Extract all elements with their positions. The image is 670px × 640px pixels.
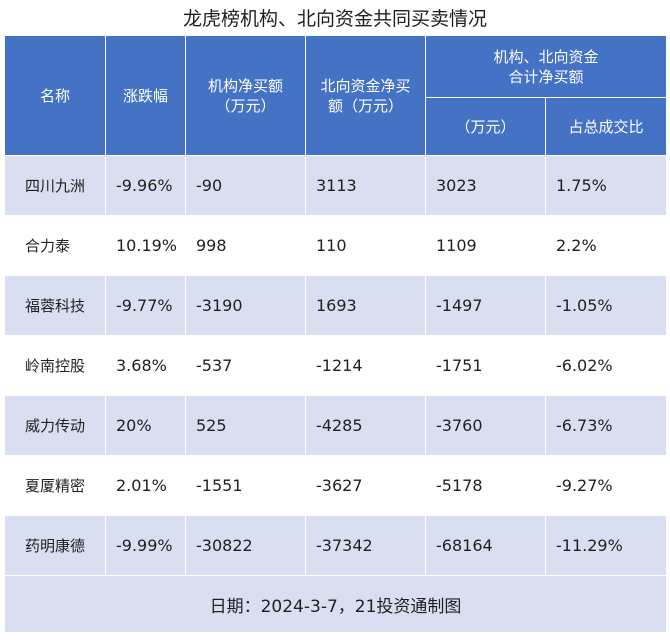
footer-note: 日期：2024-3-7，21投资通制图 xyxy=(3,575,668,633)
cell-name: 夏厦精密 xyxy=(4,455,106,516)
cell-combined: 1109 xyxy=(425,215,546,276)
cell-ratio: -6.73% xyxy=(544,395,668,456)
cell-ratio: -1.05% xyxy=(544,275,668,336)
header-northbound-line2: 额（万元） xyxy=(327,96,403,115)
cell-northbound: 3113 xyxy=(305,155,426,216)
cell-change: 3.68% xyxy=(105,335,186,396)
header-northbound-line1: 北向资金净买 xyxy=(320,76,411,95)
table-row: 岭南控股 3.68% -537 -1214 -1751 -6.02% xyxy=(4,335,668,396)
cell-name: 威力传动 xyxy=(4,395,106,456)
table-row: 夏厦精密 2.01% -1551 -3627 -5178 -9.27% xyxy=(4,455,668,516)
table-row: 威力传动 20% 525 -4285 -3760 -6.73% xyxy=(4,395,668,456)
cell-name: 合力泰 xyxy=(4,215,106,276)
cell-northbound: -4285 xyxy=(305,395,426,456)
cell-institution: -30822 xyxy=(185,515,306,576)
cell-northbound: -1214 xyxy=(305,335,426,396)
cell-institution: -90 xyxy=(185,155,306,216)
cell-ratio: -9.27% xyxy=(544,455,668,516)
cell-change: 10.19% xyxy=(105,215,186,276)
table-row: 合力泰 10.19% 998 110 1109 2.2% xyxy=(4,215,668,276)
cell-ratio: 2.2% xyxy=(544,215,668,276)
cell-combined: -1497 xyxy=(425,275,546,336)
cell-ratio: -11.29% xyxy=(544,515,668,576)
header-northbound: 北向资金净买 额（万元） xyxy=(305,35,426,156)
cell-name: 福蓉科技 xyxy=(4,275,106,336)
cell-institution: -3190 xyxy=(185,275,306,336)
header-combined-unit: （万元） xyxy=(425,97,546,156)
cell-combined: 3023 xyxy=(425,155,546,216)
cell-ratio: -6.02% xyxy=(544,335,668,396)
cell-institution: 998 xyxy=(185,215,306,276)
cell-name: 岭南控股 xyxy=(4,335,106,396)
table-row: 福蓉科技 -9.77% -3190 1693 -1497 -1.05% xyxy=(4,275,668,336)
cell-combined: -5178 xyxy=(425,455,546,516)
cell-northbound: 1693 xyxy=(305,275,426,336)
cell-institution: -537 xyxy=(185,335,306,396)
cell-northbound: -37342 xyxy=(305,515,426,576)
cell-combined: -3760 xyxy=(425,395,546,456)
cell-combined: -68164 xyxy=(425,515,546,576)
cell-change: 20% xyxy=(105,395,186,456)
header-combined-line1: 机构、北向资金 xyxy=(493,47,599,66)
cell-change: -9.96% xyxy=(105,155,186,216)
page-title: 龙虎榜机构、北向资金共同买卖情况 xyxy=(182,8,487,30)
cell-northbound: -3627 xyxy=(305,455,426,516)
cell-change: -9.99% xyxy=(105,515,186,576)
table-row: 药明康德 -9.99% -30822 -37342 -68164 -11.29% xyxy=(4,515,668,576)
header-change: 涨跌幅 xyxy=(105,35,186,156)
header-institution-line1: 机构净买额 xyxy=(207,76,283,95)
header-name: 名称 xyxy=(4,35,106,156)
header-institution-line2: （万元） xyxy=(215,96,276,115)
cell-institution: -1551 xyxy=(185,455,306,516)
header-combined-line2: 合计净买额 xyxy=(508,67,584,86)
header-ratio: 占总成交比 xyxy=(544,97,668,156)
data-table: 名称 涨跌幅 机构净买额 （万元） 北向资金净买 额（万元） 机构、北向资金 合… xyxy=(3,35,668,633)
cell-institution: 525 xyxy=(185,395,306,456)
cell-name: 四川九洲 xyxy=(4,155,106,216)
cell-name: 药明康德 xyxy=(4,515,106,576)
header-institution: 机构净买额 （万元） xyxy=(185,35,306,156)
cell-change: 2.01% xyxy=(105,455,186,516)
cell-northbound: 110 xyxy=(305,215,426,276)
table-row: 四川九洲 -9.96% -90 3113 3023 1.75% xyxy=(4,155,668,216)
header-combined: 机构、北向资金 合计净买额 xyxy=(424,35,668,98)
cell-ratio: 1.75% xyxy=(544,155,668,216)
cell-combined: -1751 xyxy=(425,335,546,396)
cell-change: -9.77% xyxy=(105,275,186,336)
footer-row: 日期：2024-3-7，21投资通制图 xyxy=(3,575,668,633)
